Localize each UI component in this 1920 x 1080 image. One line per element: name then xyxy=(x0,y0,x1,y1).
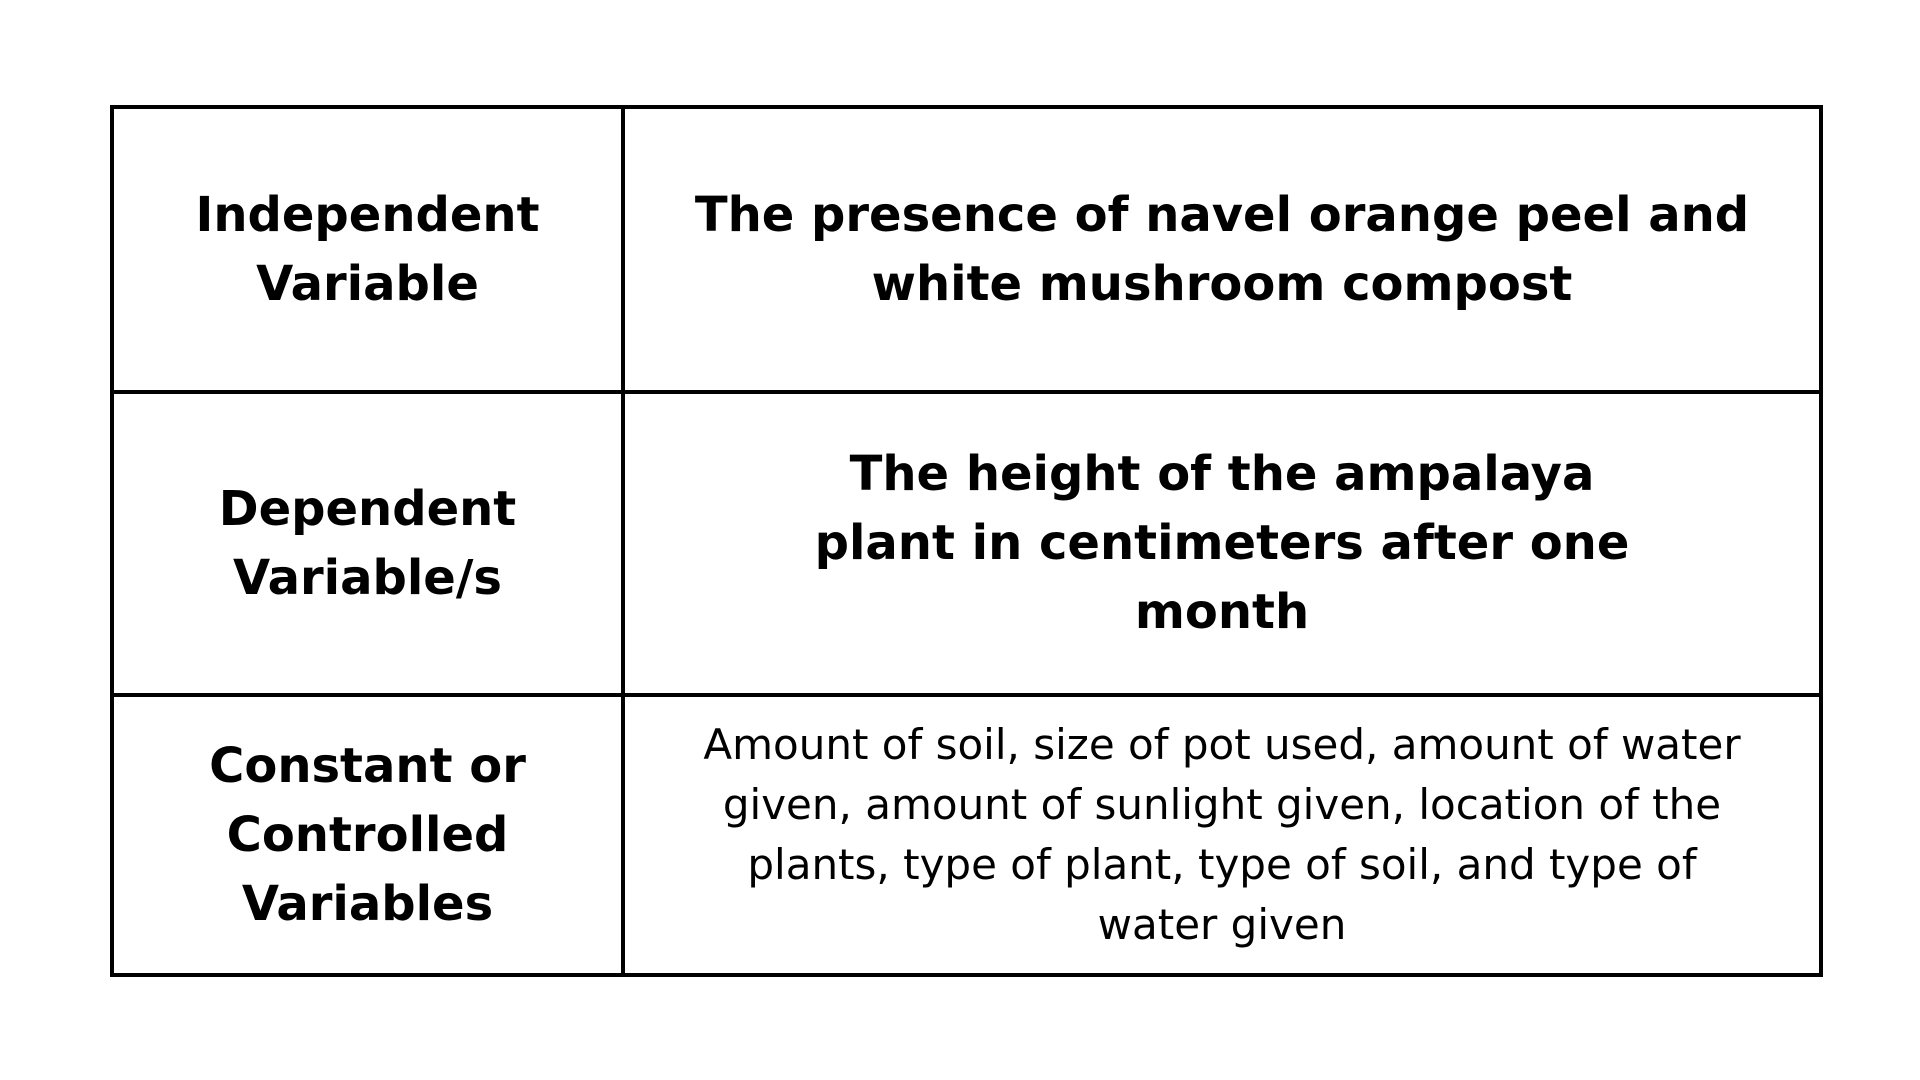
independent-variable-value: The presence of navel orange peel and wh… xyxy=(694,186,1750,312)
dependent-variable-value: The height of the ampalaya plant in cent… xyxy=(814,446,1630,640)
table-row-label: Constant or Controlled Variables xyxy=(114,697,625,973)
table-row-label: Dependent Variable/s xyxy=(114,394,625,697)
table-row-value: The presence of navel orange peel and wh… xyxy=(625,109,1819,394)
controlled-variables-label: Constant or Controlled Variables xyxy=(209,737,526,932)
table-row-label: Independent Variable xyxy=(114,109,625,394)
variables-table: Independent Variable The presence of nav… xyxy=(110,105,1823,977)
independent-variable-label: Independent Variable xyxy=(195,186,540,312)
dependent-variable-label: Dependent Variable/s xyxy=(218,480,517,606)
controlled-variables-value: Amount of soil, size of pot used, amount… xyxy=(703,720,1741,949)
table-row-value: The height of the ampalaya plant in cent… xyxy=(625,394,1819,697)
table-row-value: Amount of soil, size of pot used, amount… xyxy=(625,697,1819,973)
